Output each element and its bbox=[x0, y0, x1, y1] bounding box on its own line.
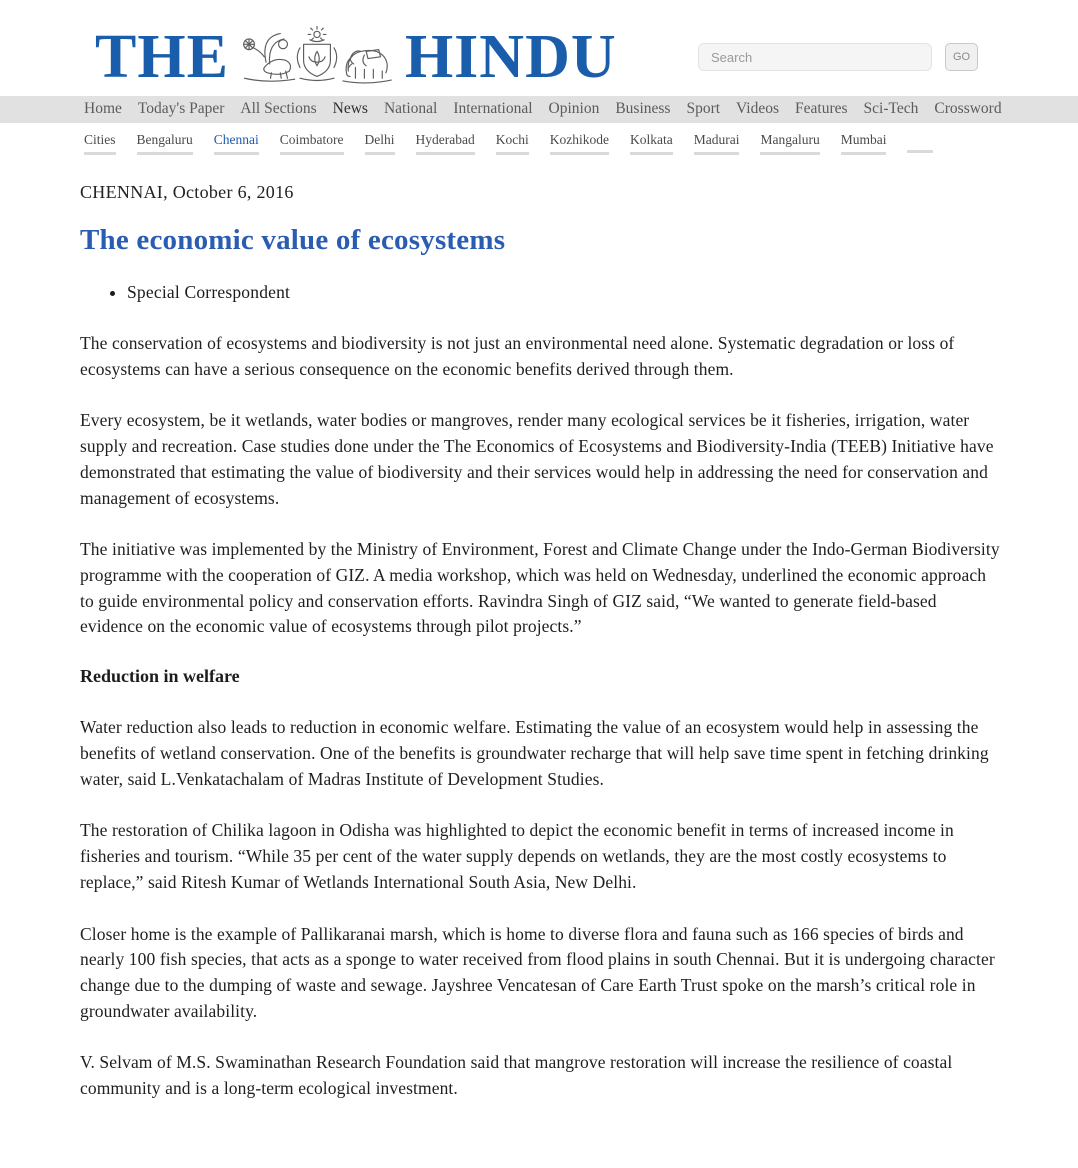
city-item-bengaluru[interactable]: Bengaluru bbox=[136, 132, 193, 155]
city-item-mumbai[interactable]: Mumbai bbox=[840, 132, 887, 155]
city-item-kochi[interactable]: Kochi bbox=[495, 132, 529, 155]
nav-item-sci-tech[interactable]: Sci-Tech bbox=[863, 100, 919, 117]
city-stub-underline bbox=[907, 146, 934, 153]
city-item-chennai[interactable]: Chennai bbox=[213, 132, 259, 155]
nav-item-crossword[interactable]: Crossword bbox=[934, 100, 1002, 117]
the-hindu-logo[interactable]: THE bbox=[95, 24, 617, 89]
nav-item-opinion[interactable]: Opinion bbox=[548, 100, 600, 117]
byline-list: Special Correspondent bbox=[80, 282, 1000, 303]
nav-item-todays-paper[interactable]: Today's Paper bbox=[137, 100, 225, 117]
city-item-hyderabad[interactable]: Hyderabad bbox=[415, 132, 475, 155]
logo-word-hindu: HINDU bbox=[404, 22, 617, 91]
cities-nav: Cities Bengaluru Chennai Coimbatore Delh… bbox=[0, 123, 1078, 155]
city-item-cities[interactable]: Cities bbox=[84, 132, 116, 155]
nav-item-all-sections[interactable]: All Sections bbox=[240, 100, 317, 117]
byline: Special Correspondent bbox=[127, 282, 1000, 303]
search-area: GO bbox=[698, 43, 978, 71]
city-item-mangaluru[interactable]: Mangaluru bbox=[760, 132, 820, 155]
masthead: THE bbox=[0, 0, 1078, 96]
search-go-button[interactable]: GO bbox=[945, 43, 978, 71]
article-paragraph: Every ecosystem, be it wetlands, water b… bbox=[80, 410, 994, 508]
nav-item-news[interactable]: News bbox=[332, 100, 368, 117]
article-paragraph: V. Selvam of M.S. Swaminathan Research F… bbox=[80, 1052, 953, 1099]
nav-item-sport[interactable]: Sport bbox=[686, 100, 721, 117]
article: CHENNAI, October 6, 2016 The economic va… bbox=[0, 155, 1078, 1168]
city-item-coimbatore[interactable]: Coimbatore bbox=[279, 132, 344, 155]
nav-item-features[interactable]: Features bbox=[795, 100, 848, 117]
article-subheading: Reduction in welfare bbox=[80, 666, 240, 687]
logo-word-the: THE bbox=[95, 22, 229, 91]
dateline: CHENNAI, October 6, 2016 bbox=[80, 182, 294, 202]
article-paragraph: The initiative was implemented by the Mi… bbox=[80, 539, 1000, 637]
article-paragraph: The conservation of ecosystems and biodi… bbox=[80, 333, 955, 379]
city-item-madurai[interactable]: Madurai bbox=[693, 132, 740, 155]
city-item-kozhikode[interactable]: Kozhikode bbox=[549, 132, 609, 155]
nav-item-business[interactable]: Business bbox=[615, 100, 671, 117]
article-paragraph: Water reduction also leads to reduction … bbox=[80, 717, 989, 789]
city-item-delhi[interactable]: Delhi bbox=[364, 132, 395, 155]
nav-item-international[interactable]: International bbox=[453, 100, 533, 117]
city-item-kolkata[interactable]: Kolkata bbox=[629, 132, 673, 155]
nav-item-videos[interactable]: Videos bbox=[736, 100, 780, 117]
primary-nav: Home Today's Paper All Sections News Nat… bbox=[0, 96, 1078, 123]
article-paragraph: The restoration of Chilika lagoon in Odi… bbox=[80, 820, 954, 892]
search-input[interactable] bbox=[698, 43, 932, 71]
article-title: The economic value of ecosystems bbox=[80, 224, 506, 256]
nav-item-national[interactable]: National bbox=[383, 100, 438, 117]
nav-item-home[interactable]: Home bbox=[84, 100, 122, 117]
crest-emblem-icon bbox=[241, 25, 393, 89]
article-paragraph: Closer home is the example of Pallikaran… bbox=[80, 923, 995, 1021]
